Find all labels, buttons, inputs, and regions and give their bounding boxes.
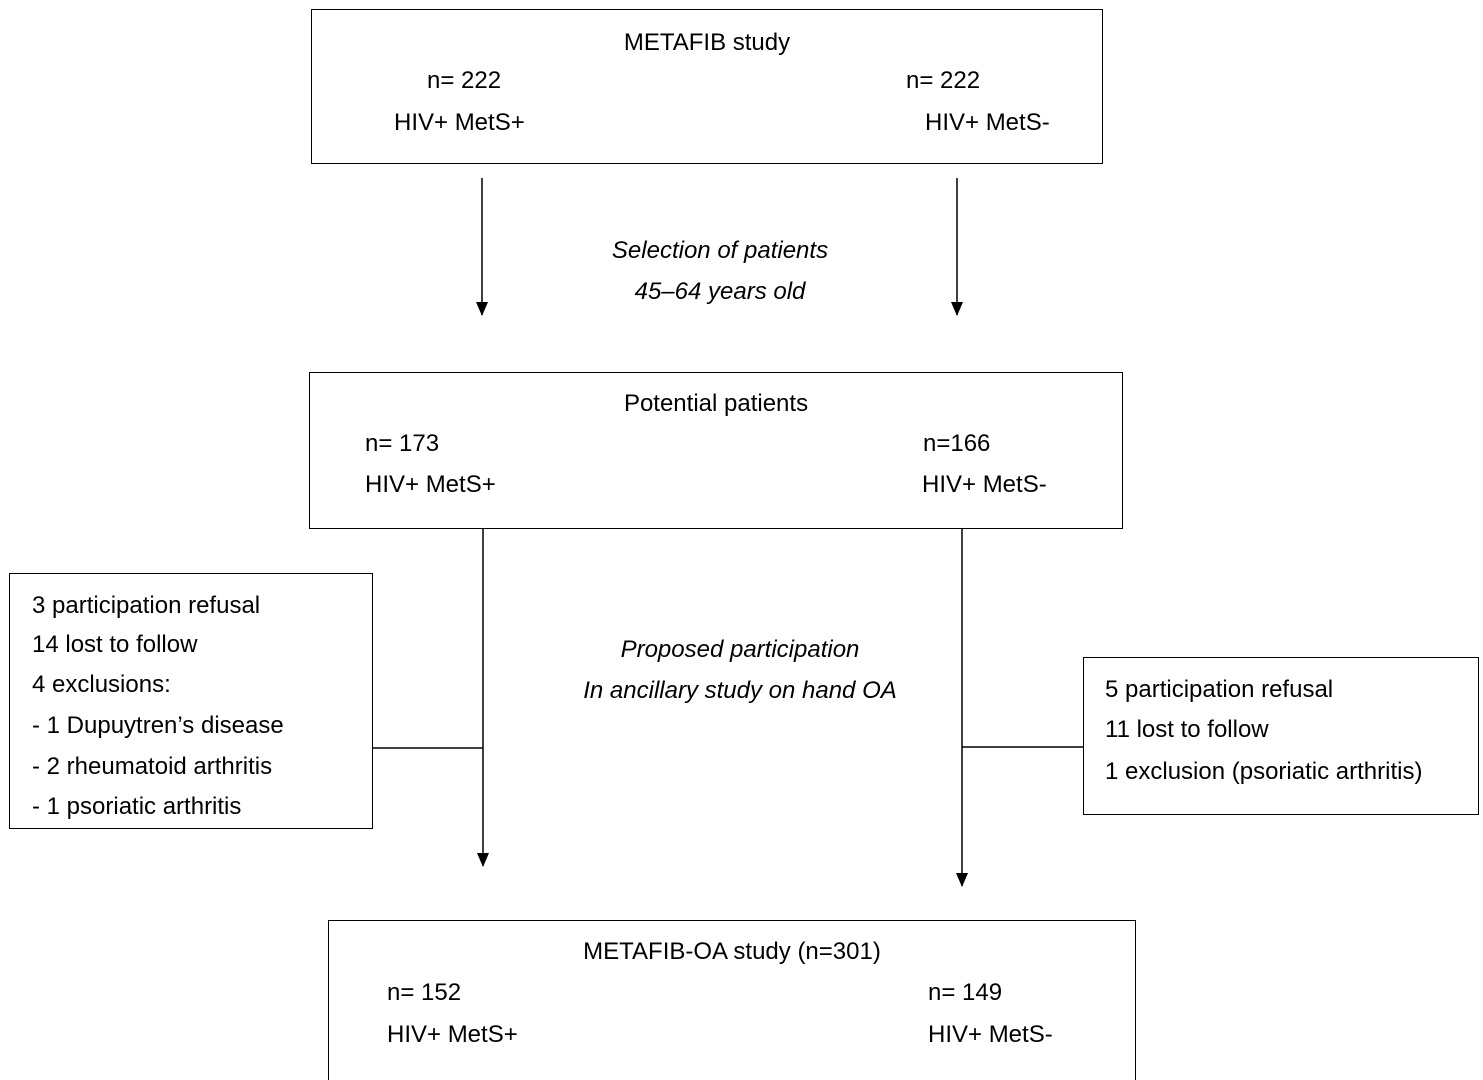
metafib-oa-study-box: METAFIB-OA study (n=301) n= 152 HIV+ Met… [328,920,1136,1080]
step1-line1: Selection of patients [611,237,829,264]
box2-left-group: HIV+ MetS+ [365,471,496,498]
step2-line2: In ancillary study on hand OA [583,677,897,704]
arrowhead-left-step1 [476,302,488,316]
box1-right-group: HIV+ MetS- [925,109,1050,136]
metafib-study-box: METAFIB study n= 222 HIV+ MetS+ n= 222 H… [311,9,1103,164]
left-exclusions-box: 3 participation refusal 14 lost to follo… [9,573,373,829]
left-exclusion-item: - 1 psoriatic arthritis [32,793,242,820]
box1-left-group: HIV+ MetS+ [394,109,525,136]
arrowhead-right-step1 [951,302,963,316]
box2-right-n: n=166 [923,430,991,457]
arrowhead-right-step2 [956,873,968,887]
right-exclusion-item: 5 participation refusal [1105,676,1334,703]
box3-left-group: HIV+ MetS+ [387,1021,518,1048]
step1-line2: 45–64 years old [634,278,806,305]
step2-line1: Proposed participation [620,636,860,663]
box1-right-n: n= 222 [906,67,981,94]
box3-left-n: n= 152 [387,979,462,1006]
box1-left-n: n= 222 [427,67,502,94]
left-exclusion-item: - 1 Dupuytren’s disease [32,712,284,739]
right-exclusions-box: 5 participation refusal 11 lost to follo… [1083,657,1479,815]
left-exclusion-item: 3 participation refusal [32,592,261,619]
potential-patients-box: Potential patients n= 173 HIV+ MetS+ n=1… [309,372,1123,529]
box3-right-n: n= 149 [928,979,1003,1006]
box2-right-group: HIV+ MetS- [922,471,1047,498]
box2-left-n: n= 173 [365,430,440,457]
box3-right-group: HIV+ MetS- [928,1021,1053,1048]
box3-title: METAFIB-OA study (n=301) [583,938,881,965]
left-exclusion-item: 14 lost to follow [32,631,198,658]
right-exclusion-item: 11 lost to follow [1105,716,1269,743]
box2-title: Potential patients [623,390,809,417]
box1-title: METAFIB study [623,29,791,56]
left-exclusion-item: 4 exclusions: [32,671,171,698]
right-exclusion-item: 1 exclusion (psoriatic arthritis) [1105,758,1423,785]
arrowhead-left-step2 [477,853,489,867]
left-exclusion-item: - 2 rheumatoid arthritis [32,753,273,780]
